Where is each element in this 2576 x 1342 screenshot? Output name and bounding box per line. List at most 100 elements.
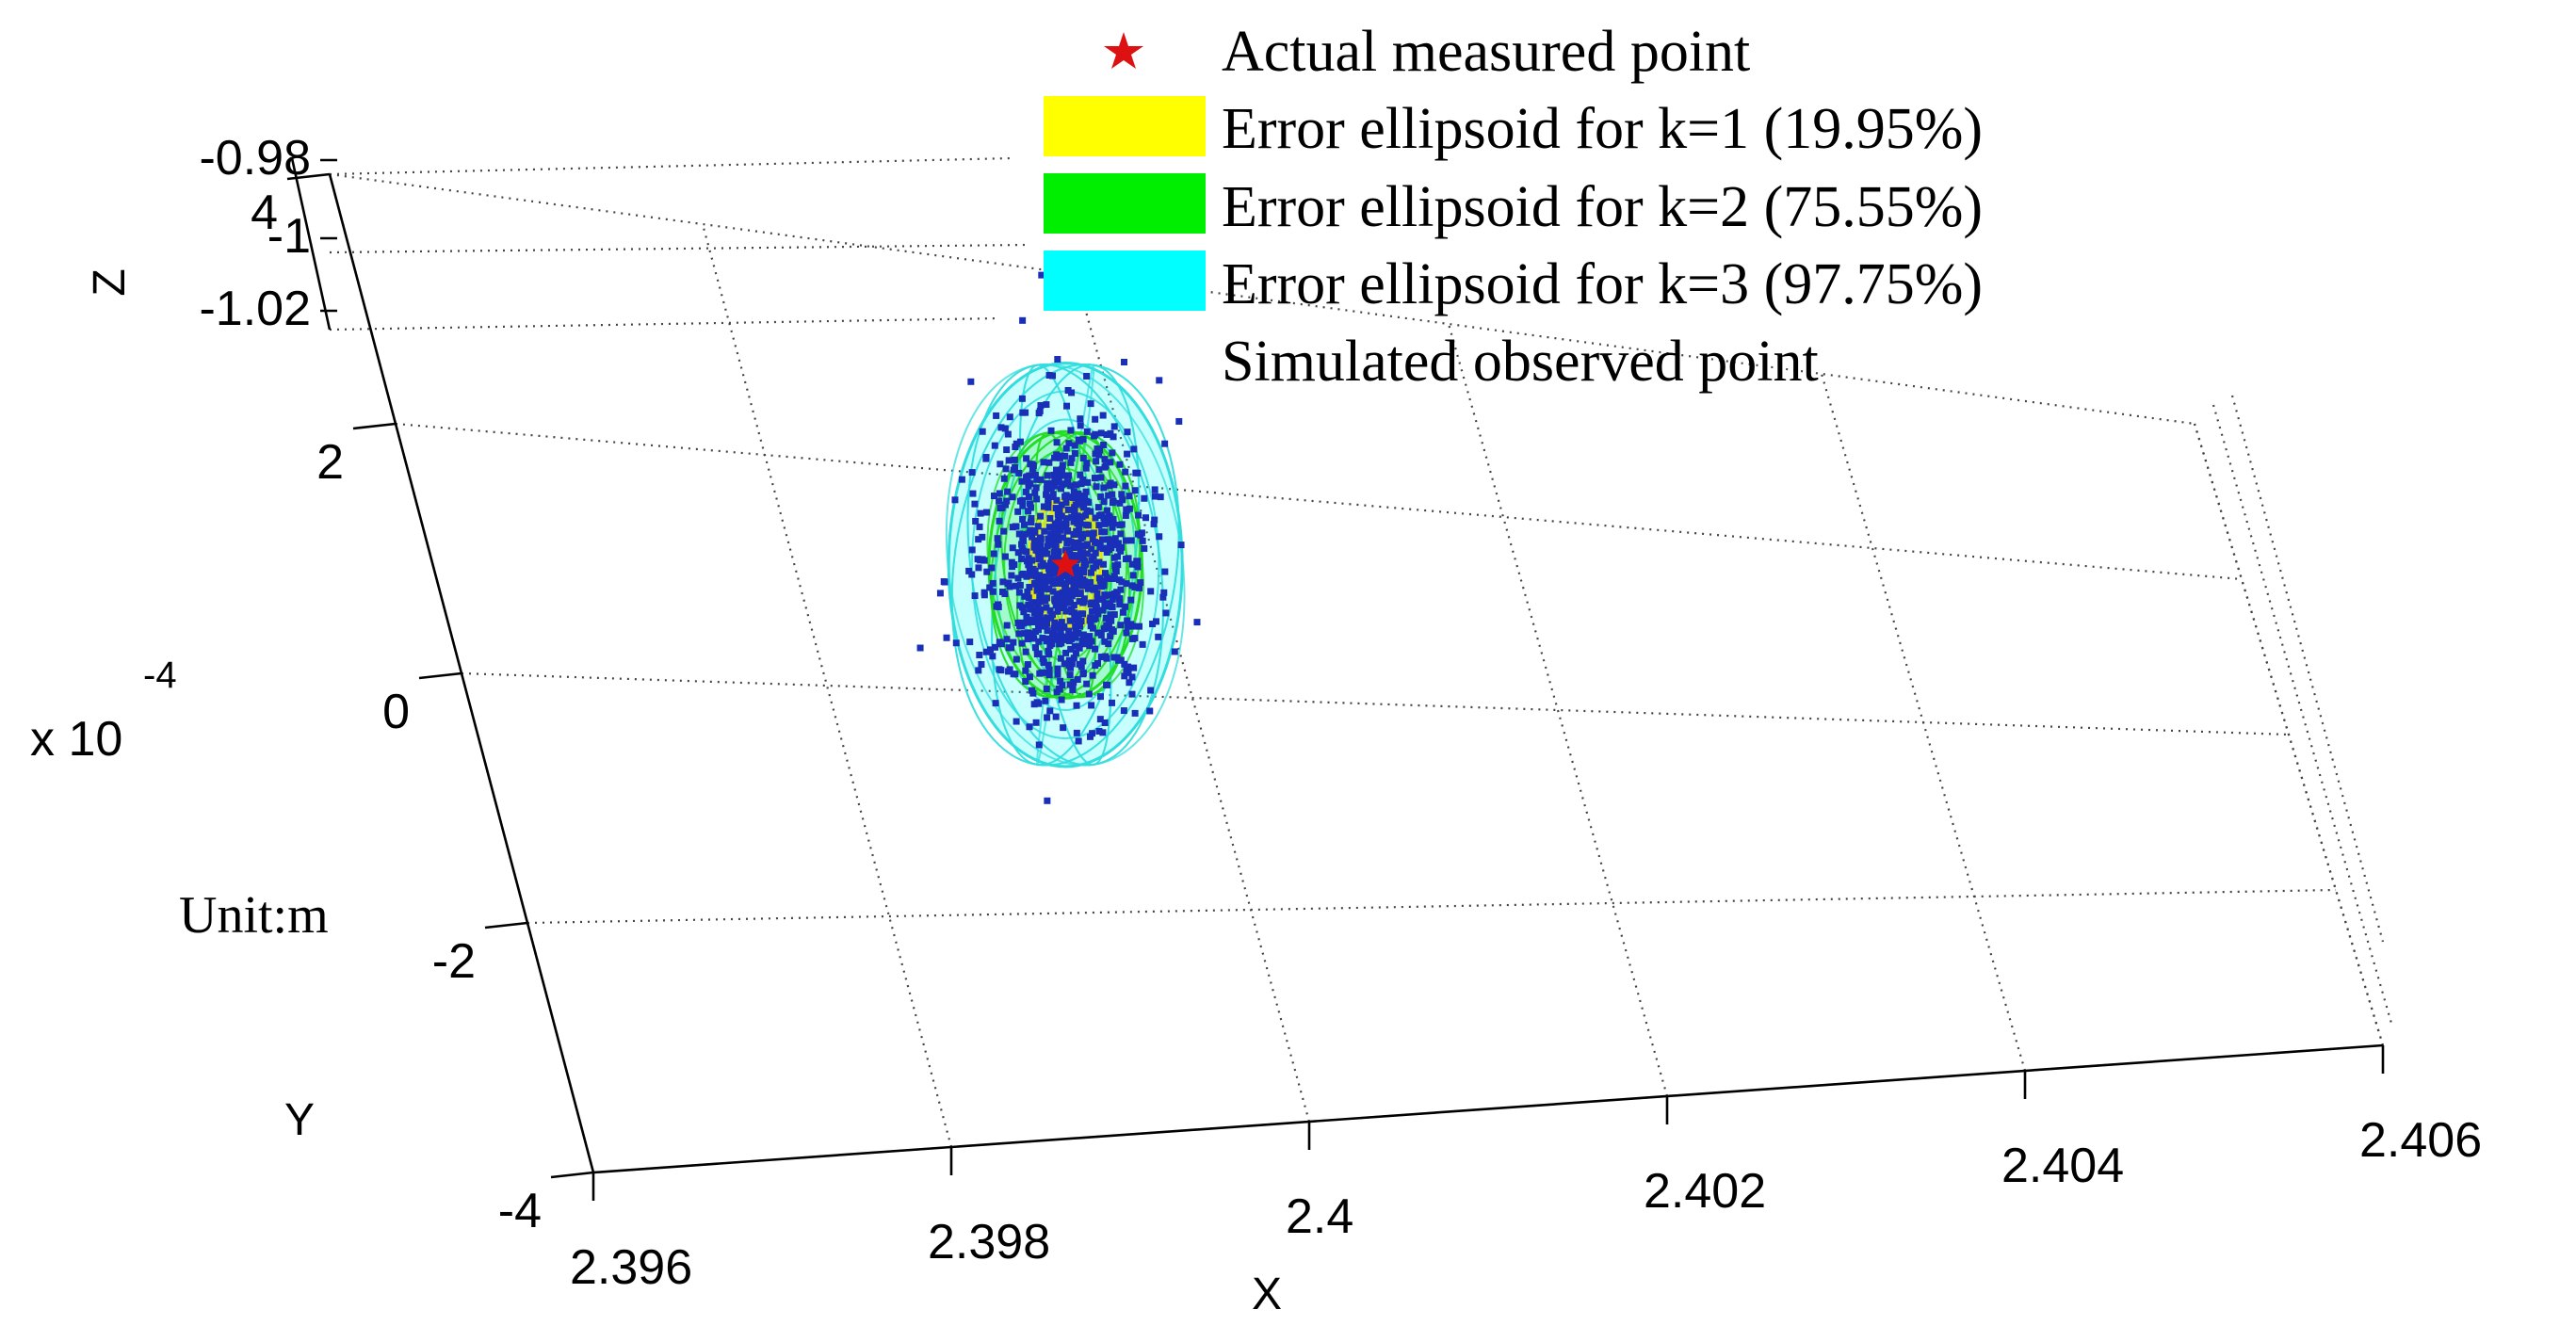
simulated-point — [1080, 598, 1088, 606]
simulated-point — [1067, 459, 1075, 466]
simulated-point — [1100, 581, 1108, 589]
simulated-point — [1037, 606, 1045, 613]
simulated-point — [1025, 561, 1032, 569]
x-tick-label-1: 2.398 — [928, 1215, 1050, 1269]
z-tick-label-0: -0.98 — [199, 131, 311, 186]
simulated-point — [1052, 505, 1060, 512]
simulated-point — [1049, 558, 1057, 566]
simulated-point — [1156, 533, 1163, 541]
simulated-point — [1107, 611, 1114, 619]
simulated-point — [1109, 699, 1116, 706]
simulated-point — [1054, 671, 1061, 678]
simulated-point — [1037, 619, 1045, 626]
simulated-point — [1058, 512, 1065, 520]
simulated-point — [1073, 702, 1080, 709]
simulated-point — [1149, 621, 1157, 628]
simulated-point — [1122, 603, 1129, 610]
simulated-point — [1083, 680, 1091, 687]
simulated-point — [1055, 685, 1062, 692]
simulated-point — [1061, 636, 1069, 643]
simulated-point — [1093, 562, 1100, 570]
simulated-point — [1104, 681, 1111, 688]
simulated-point — [1074, 512, 1081, 520]
simulated-point — [1061, 583, 1069, 590]
simulated-point — [1013, 523, 1020, 530]
simulated-point — [1078, 566, 1086, 574]
simulated-point — [1111, 535, 1119, 542]
simulated-point — [1085, 690, 1093, 698]
simulated-point — [1127, 596, 1135, 604]
simulated-point — [1023, 455, 1030, 462]
simulated-point — [1081, 542, 1089, 549]
simulated-point — [951, 496, 959, 504]
simulated-point — [1009, 493, 1016, 501]
simulated-point — [1024, 661, 1031, 669]
simulated-point — [1122, 468, 1129, 476]
simulated-point — [1036, 670, 1044, 677]
x-tick-label-3: 2.402 — [1644, 1164, 1766, 1219]
simulated-point — [1027, 480, 1034, 488]
simulated-point — [1036, 554, 1044, 561]
simulated-point — [1050, 624, 1058, 632]
simulated-point — [1116, 499, 1124, 507]
simulated-point — [1028, 601, 1035, 608]
grid-line-right-1 — [2211, 404, 2394, 1027]
simulated-point — [1045, 524, 1053, 531]
simulated-point — [969, 490, 977, 497]
simulated-point — [1035, 638, 1043, 645]
simulated-point — [1100, 498, 1108, 506]
simulated-point — [1047, 577, 1055, 585]
simulated-point — [1051, 542, 1059, 549]
simulated-point — [1082, 464, 1090, 472]
simulated-point — [1139, 537, 1146, 544]
simulated-point — [968, 546, 976, 554]
simulated-point — [1175, 417, 1183, 425]
simulated-point — [1066, 617, 1074, 624]
simulated-point — [1035, 625, 1043, 633]
simulated-point — [1088, 638, 1095, 645]
simulated-point — [1094, 596, 1101, 604]
simulated-point — [1099, 606, 1107, 614]
simulated-point — [1092, 514, 1099, 522]
simulated-point — [1121, 672, 1128, 680]
simulated-point — [1151, 493, 1158, 500]
simulated-point — [1052, 570, 1060, 577]
simulated-point — [1074, 579, 1081, 587]
simulated-point — [987, 646, 995, 654]
simulated-point — [1076, 644, 1083, 652]
grid-line-y-3 — [395, 422, 2243, 581]
simulated-point — [1046, 514, 1054, 522]
simulated-point — [1051, 619, 1059, 626]
simulated-point — [1141, 494, 1148, 502]
simulated-point — [1097, 429, 1105, 437]
simulated-point — [1034, 523, 1042, 530]
simulated-point — [1028, 519, 1035, 526]
simulated-point — [979, 533, 986, 541]
simulated-point — [1088, 545, 1095, 553]
simulated-point — [1026, 529, 1033, 537]
simulated-point — [1079, 454, 1087, 461]
simulated-point — [1129, 622, 1137, 630]
simulated-point — [1045, 570, 1053, 577]
simulated-point — [1113, 553, 1121, 560]
simulated-point — [1111, 562, 1119, 570]
simulated-point — [1033, 495, 1041, 503]
simulated-point — [1090, 586, 1097, 593]
simulated-point — [1081, 558, 1089, 565]
simulated-point — [1024, 636, 1031, 643]
simulated-point — [1063, 527, 1071, 535]
simulated-point — [1006, 666, 1013, 673]
simulated-point — [1087, 508, 1094, 515]
simulated-point — [1065, 627, 1073, 635]
simulated-point — [1070, 655, 1077, 662]
grid-line-y-4 — [329, 172, 2195, 426]
simulated-point — [1130, 445, 1138, 453]
simulated-point — [1116, 601, 1124, 608]
simulated-point — [1034, 548, 1042, 556]
x-tick-label-0: 2.396 — [570, 1240, 692, 1295]
simulated-point — [1057, 677, 1064, 685]
unit-label: Unit:m — [179, 886, 329, 945]
simulated-point — [1075, 490, 1082, 497]
simulated-point — [1109, 491, 1116, 498]
simulated-point — [1124, 428, 1131, 436]
